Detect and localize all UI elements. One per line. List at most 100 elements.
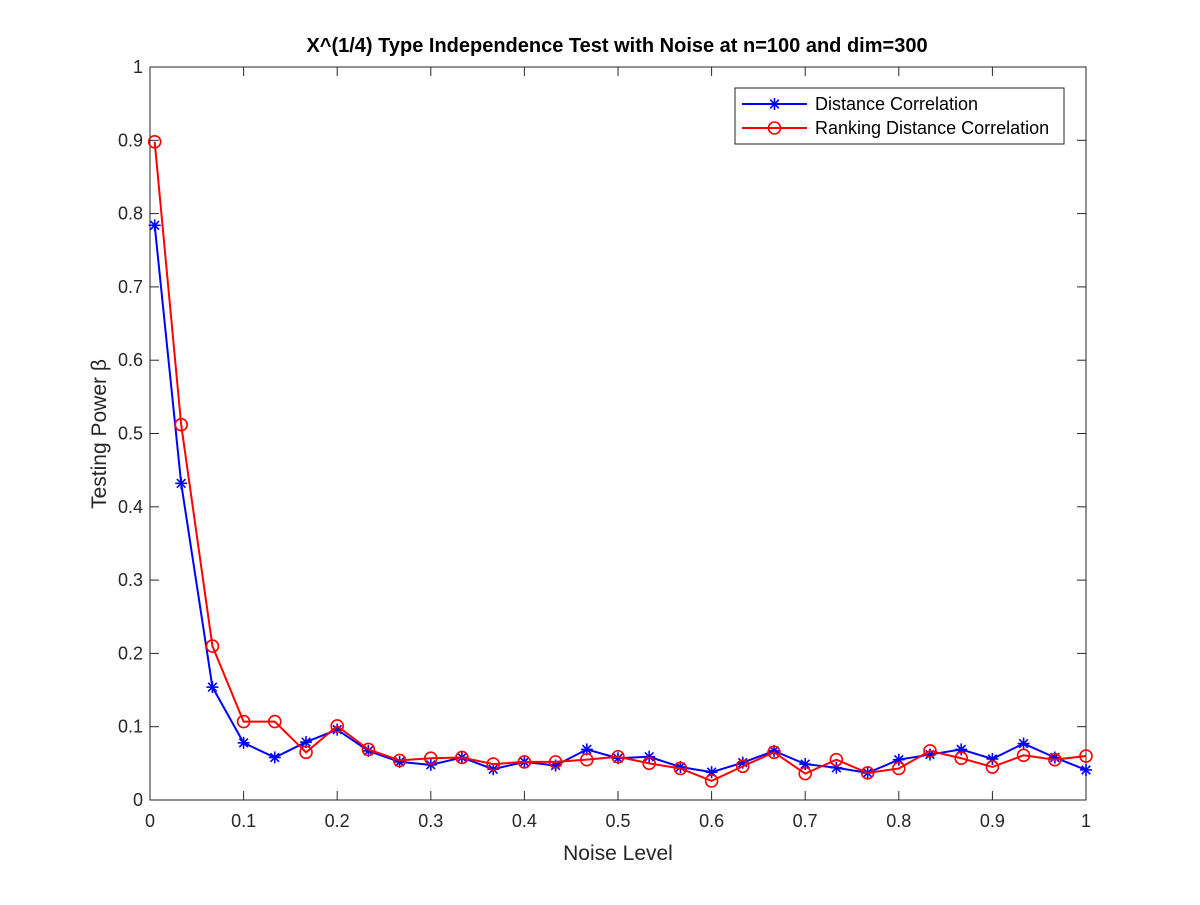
axes-box (149, 66, 1087, 801)
chart-title: X^(1/4) Type Independence Test with Nois… (306, 35, 927, 57)
data-point (1079, 749, 1093, 763)
series-line (153, 141, 1087, 783)
data-point-stroke (363, 746, 374, 756)
y-axis-label: Testing Power β (88, 359, 111, 509)
data-point (580, 752, 594, 767)
data-point (174, 417, 188, 432)
y-tick-label: 0 (133, 790, 143, 810)
data-point-stroke (1018, 738, 1029, 749)
data-point (735, 759, 750, 774)
data-point-stroke (737, 757, 748, 768)
data-point (361, 742, 376, 757)
data-point (236, 714, 251, 729)
data-point (829, 752, 844, 767)
data-point (423, 751, 438, 766)
y-tick-label: 0.2 (118, 643, 143, 663)
data-point (1048, 752, 1062, 767)
x-tick-label: 0.9 (980, 811, 1005, 831)
data-point (147, 134, 162, 149)
x-tick-label: 0.8 (886, 811, 911, 831)
x-tick-label: 0.4 (512, 811, 537, 831)
y-tick-label: 0.7 (118, 277, 143, 297)
data-point (148, 219, 161, 232)
data-point (798, 766, 813, 781)
y-tick-label: 1 (133, 57, 143, 77)
x-axis: 0 0.1 0.2 0.3 0.4 0.5 0.6 0.7 0.8 0.9 1 (145, 67, 1091, 831)
data-point-stroke (550, 760, 561, 771)
data-point (860, 766, 875, 780)
x-tick-label: 0.1 (231, 811, 256, 831)
legend-label: Ranking Distance Correlation (815, 118, 1049, 138)
data-point (767, 745, 781, 760)
data-point (548, 755, 563, 769)
x-tick-label: 1 (1081, 811, 1091, 831)
data-point (330, 719, 345, 733)
data-point (673, 761, 688, 776)
y-tick-label: 0.5 (118, 424, 143, 444)
y-tick-label: 0.1 (118, 717, 143, 737)
data-point (830, 761, 843, 774)
data-point (923, 744, 937, 758)
data-point (268, 751, 281, 764)
y-axis: 0 0.1 0.2 0.3 0.4 0.5 0.6 0.7 0.8 0.9 1 (118, 57, 1086, 810)
data-point (517, 755, 532, 769)
y-tick-label: 0.3 (118, 570, 143, 590)
series-2 (147, 134, 1093, 788)
data-point (985, 760, 1000, 774)
legend-entry: Distance Correlation (742, 94, 978, 114)
x-axis-label: Noise Level (563, 842, 673, 865)
data-point (205, 639, 220, 653)
data-point-stroke (1081, 765, 1091, 775)
data-point-stroke (176, 478, 187, 489)
data-point (891, 761, 906, 776)
data-point (267, 714, 282, 729)
x-tick-label: 0 (145, 811, 155, 831)
data-point (1080, 763, 1092, 776)
data-point (206, 681, 219, 694)
legend-marker (768, 98, 781, 110)
data-point (175, 477, 188, 490)
series-layer (147, 134, 1093, 788)
data-point-stroke (332, 724, 343, 735)
legend-entry: Ranking Distance Correlation (742, 118, 1049, 138)
data-point (954, 751, 969, 766)
data-point (299, 745, 313, 760)
data-point (455, 750, 469, 765)
data-point-stroke (269, 752, 280, 763)
data-point-stroke (613, 753, 623, 764)
data-point-stroke (488, 764, 499, 775)
x-tick-label: 0.6 (699, 811, 724, 831)
y-tick-label: 0.4 (118, 497, 143, 517)
data-point (486, 757, 501, 771)
plot-area: 0 0.1 0.2 0.3 0.4 0.5 0.6 0.7 0.8 0.9 1 0 0.1 0.2 0.3… (118, 57, 1093, 831)
legend-box (734, 87, 1065, 145)
data-point (704, 774, 719, 788)
y-tick-label: 0.9 (118, 130, 143, 150)
x-tick-label: 0.2 (325, 811, 350, 831)
data-point-stroke (675, 762, 686, 772)
legend: Distance Correlation Ranking Distance Cor… (734, 87, 1065, 145)
data-point-stroke (149, 220, 160, 231)
legend-marker-stroke (769, 99, 780, 109)
legend-entries: Distance Correlation Ranking Distance Cor… (742, 94, 1049, 138)
data-point (642, 756, 656, 771)
data-point-stroke (800, 759, 811, 769)
data-point-stroke (394, 757, 405, 767)
data-point (237, 736, 250, 749)
data-point-stroke (207, 682, 218, 692)
y-tick-label: 0.8 (118, 204, 143, 224)
data-point (1016, 748, 1031, 763)
data-point-stroke (238, 737, 249, 748)
legend-label: Distance Correlation (815, 94, 978, 114)
data-point-stroke (301, 737, 311, 747)
x-tick-label: 0.7 (793, 811, 818, 831)
data-point (392, 753, 407, 768)
data-point (611, 749, 625, 764)
x-tick-label: 0.5 (605, 811, 630, 831)
data-point (1017, 737, 1030, 750)
y-tick-label: 0.6 (118, 350, 143, 370)
legend-marker (767, 121, 782, 135)
x-tick-label: 0.3 (418, 811, 443, 831)
